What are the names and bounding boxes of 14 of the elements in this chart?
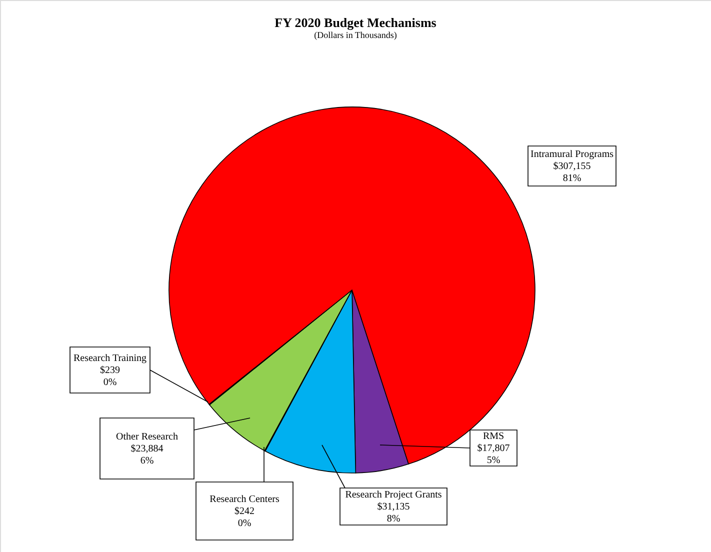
slice-label: Intramural Programs — [530, 149, 614, 160]
slice-label: Other Research — [116, 432, 178, 442]
data-label: $31,135 8% — [377, 502, 410, 524]
chart-title: FY 2020 Budget Mechanisms — [274, 15, 436, 30]
data-label: $23,884 6% — [130, 444, 164, 466]
slice-label: Research Project Grants — [345, 490, 442, 500]
data-label: $307,155 81% — [553, 161, 591, 184]
data-label: $242 0% — [234, 506, 254, 529]
slice-label: Research Training — [73, 353, 147, 364]
slice-label: Research Centers — [210, 494, 280, 505]
slice-label: RMS — [482, 431, 504, 442]
data-label: $17,807 5% — [477, 443, 510, 466]
data-label: $239 0% — [100, 365, 120, 388]
chart-subtitle: (Dollars in Thousands) — [314, 30, 397, 40]
